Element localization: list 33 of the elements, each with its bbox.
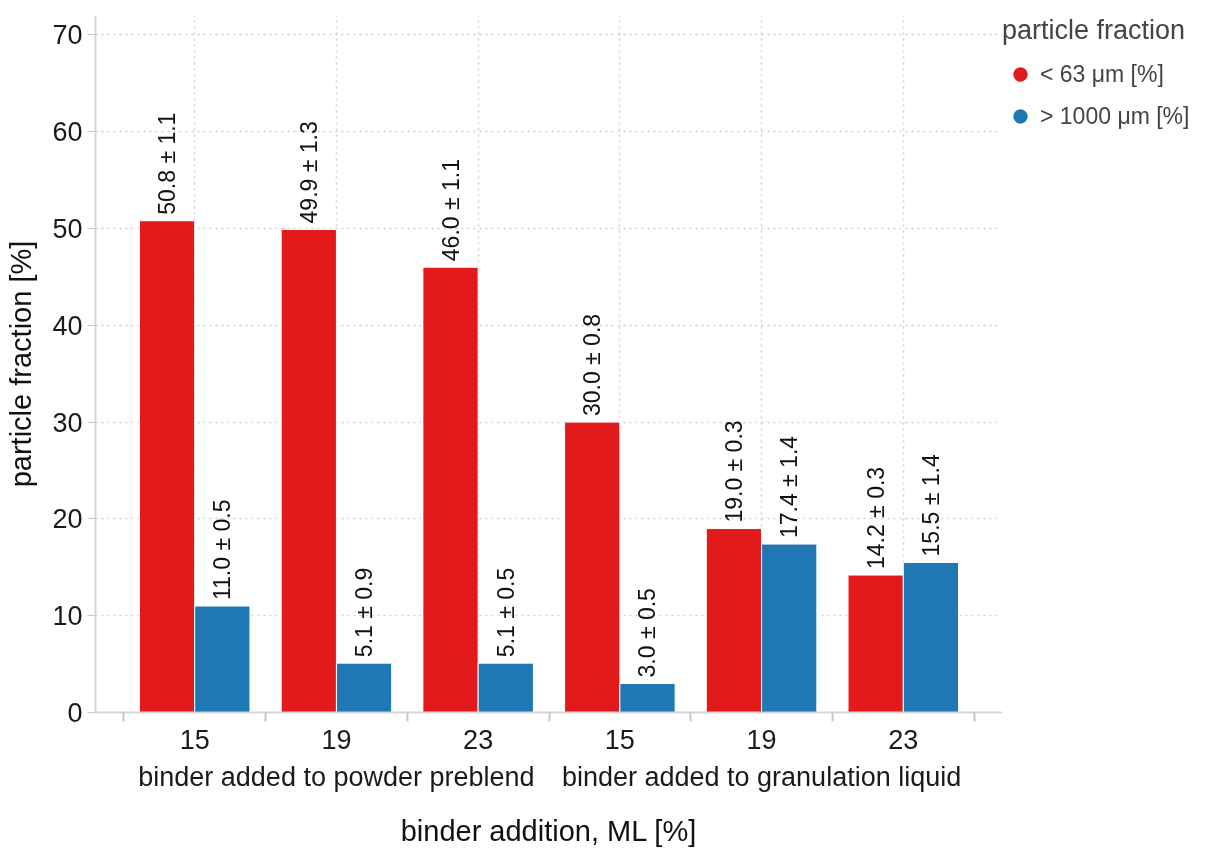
- data-label: 17.4 ± 1.4: [776, 435, 803, 539]
- data-label: 3.0 ± 0.5: [634, 588, 661, 678]
- x-tick-label: 23: [888, 724, 919, 755]
- data-label: 11.0 ± 0.5: [209, 499, 236, 601]
- text: binder added to powder preblend: [138, 761, 535, 792]
- data-label: 15.5 ± 1.4: [917, 454, 944, 557]
- y-axis-title: particle fraction [%]: [5, 240, 38, 488]
- y-tick-label: 60: [52, 117, 83, 148]
- y-tick-label: 40: [52, 310, 83, 341]
- x-axis-title: binder addition, ML [%]: [400, 814, 697, 847]
- y-tick-label: 50: [52, 213, 83, 244]
- data-label: 46.0 ± 1.1: [437, 159, 464, 262]
- legend-label: < 63 μm [%]: [1040, 60, 1164, 88]
- x-tick-label: 19: [321, 724, 352, 755]
- x-tick-label: 15: [604, 724, 635, 755]
- legend-label: > 1000 μm [%]: [1040, 102, 1190, 130]
- y-tick-label: 20: [52, 504, 83, 535]
- y-tick-label: 10: [52, 601, 83, 632]
- x-tick-label: 15: [179, 724, 210, 755]
- data-label: 49.9 ± 1.3: [295, 121, 322, 224]
- legend-title: particle fraction: [1002, 15, 1187, 46]
- data-label: 30.0 ± 0.8: [579, 313, 606, 417]
- text: binder added to granulation liquid: [561, 761, 962, 792]
- data-label: 5.1 ± 0.9: [351, 567, 378, 658]
- data-label: 19.0 ± 0.3: [720, 420, 747, 523]
- x-tick-label: 19: [746, 724, 777, 755]
- y-tick-label: 70: [52, 20, 83, 51]
- data-label: 50.8 ± 1.1: [154, 112, 181, 215]
- y-tick-label: 30: [52, 407, 83, 438]
- y-tick-label: 0: [67, 698, 83, 728]
- data-label: 14.2 ± 0.3: [862, 466, 889, 570]
- data-label: 5.1 ± 0.5: [492, 567, 519, 658]
- x-tick-label: 23: [463, 724, 494, 755]
